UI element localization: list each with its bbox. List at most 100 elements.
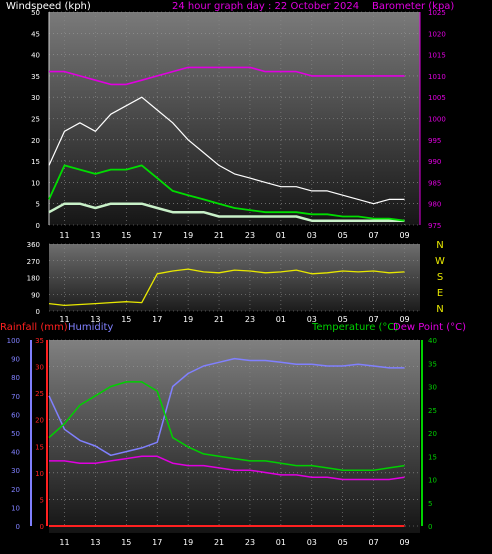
x-tick-label: 11 — [59, 538, 69, 547]
x-tick-label: 01 — [276, 315, 286, 324]
rain-y-tick: 0 — [40, 523, 44, 531]
rainfall-label: Rainfall (mm) — [0, 322, 68, 333]
temperature-y-tick: 20 — [428, 430, 437, 438]
direction-y-tick: 0 — [36, 308, 40, 316]
wind-plot-area — [49, 12, 420, 225]
direction-y-tick: 180 — [27, 275, 40, 283]
temperature-y-tick: 0 — [428, 523, 432, 531]
x-tick-label: 05 — [338, 231, 348, 240]
x-tick-label: 19 — [183, 315, 193, 324]
chart-title: 24 hour graph day : 22 October 2024 — [172, 1, 359, 12]
grid-lines — [49, 11, 420, 527]
barometer-y-tick: 1020 — [428, 30, 446, 38]
wind-y-tick: 0 — [36, 222, 40, 230]
temperature-y-tick: 10 — [428, 477, 437, 485]
temperature-label: Temperature (°C) — [311, 322, 398, 333]
x-tick-label: 01 — [276, 538, 286, 547]
compass-letter: E — [437, 288, 443, 299]
rain-y-tick: 25 — [35, 390, 44, 398]
barometer-y-tick: 1005 — [428, 94, 446, 102]
humidity-y-tick: 100 — [7, 337, 20, 345]
x-tick-label: 17 — [152, 231, 162, 240]
barometer-y-tick: 975 — [428, 222, 441, 230]
temperature-y-tick: 40 — [428, 337, 437, 345]
wind-y-tick: 40 — [31, 52, 40, 60]
humidity-y-tick: 90 — [11, 356, 20, 364]
x-tick-label: 01 — [276, 231, 286, 240]
x-tick-label: 03 — [307, 231, 317, 240]
x-tick-label: 05 — [338, 538, 348, 547]
x-tick-label: 23 — [245, 538, 255, 547]
temperature-y-tick: 15 — [428, 453, 437, 461]
x-tick-label: 15 — [121, 538, 131, 547]
humidity-y-tick: 40 — [11, 449, 20, 457]
x-tick-label: 13 — [90, 315, 100, 324]
x-tick-label: 23 — [245, 231, 255, 240]
gust-line — [48, 96, 405, 205]
humidity-y-tick: 60 — [11, 411, 20, 419]
barometer-y-tick: 1015 — [428, 52, 446, 60]
barometer-label: Barometer (kpa) — [372, 1, 454, 12]
series — [48, 66, 405, 527]
x-tick-label: 09 — [399, 231, 409, 240]
rain-y-tick: 10 — [35, 470, 44, 478]
x-tick-label: 07 — [369, 315, 379, 324]
wind-y-tick: 5 — [36, 201, 40, 209]
humidity-y-tick: 70 — [11, 393, 20, 401]
barometer-y-tick: 995 — [428, 137, 441, 145]
humidity-y-tick: 50 — [11, 430, 20, 438]
windspeed-label: Windspeed (kph) — [6, 1, 91, 12]
x-tick-label: 15 — [121, 315, 131, 324]
humidity-y-tick: 80 — [11, 374, 20, 382]
x-tick-label: 07 — [369, 231, 379, 240]
compass-letter: S — [437, 272, 443, 283]
x-tick-label: 13 — [90, 538, 100, 547]
humidity-y-tick: 30 — [11, 467, 20, 475]
rain-y-tick: 20 — [35, 417, 44, 425]
x-tick-label: 17 — [152, 315, 162, 324]
x-tick-label: 09 — [399, 315, 409, 324]
temperature-y-tick: 5 — [428, 500, 432, 508]
average-line — [48, 164, 405, 222]
direction-plot-area — [49, 244, 420, 311]
temperature-y-tick: 25 — [428, 407, 437, 415]
axes: 0510152025303540455097598098599099510001… — [7, 9, 446, 547]
dewpoint-label: Dew Point (°C) — [393, 322, 466, 333]
barometer-y-tick: 1010 — [428, 73, 446, 81]
direction-y-tick: 270 — [27, 258, 40, 266]
rain-y-tick: 30 — [35, 364, 44, 372]
wind-y-tick: 45 — [31, 30, 40, 38]
x-tick-label: 21 — [214, 538, 224, 547]
x-tick-label: 23 — [245, 315, 255, 324]
rain-y-tick: 5 — [40, 496, 44, 504]
x-tick-label: 07 — [369, 538, 379, 547]
compass-letter: N — [436, 240, 443, 251]
temperature-y-tick: 35 — [428, 360, 437, 368]
x-tick-label: 13 — [90, 231, 100, 240]
barometer-y-tick: 985 — [428, 179, 441, 187]
x-tick-label: 11 — [59, 315, 69, 324]
wind-y-tick: 30 — [31, 94, 40, 102]
x-tick-label: 03 — [307, 315, 317, 324]
compass-letter: W — [435, 256, 445, 267]
x-tick-label: 17 — [152, 538, 162, 547]
x-tick-label: 21 — [214, 315, 224, 324]
temperature-plot-area — [49, 340, 420, 533]
x-tick-label: 05 — [338, 315, 348, 324]
barometer-line — [49, 66, 405, 86]
temperature-line — [48, 381, 405, 471]
compass-letter: N — [436, 304, 443, 315]
x-tick-label: 19 — [183, 538, 193, 547]
x-tick-label: 19 — [183, 231, 193, 240]
humidity-y-tick: 10 — [11, 504, 20, 512]
rain-y-tick: 15 — [35, 443, 44, 451]
x-tick-label: 11 — [59, 231, 69, 240]
wind-y-tick: 15 — [31, 158, 40, 166]
wind-y-tick: 25 — [31, 116, 40, 124]
speed-line — [48, 202, 405, 222]
humidity-label: Humidity — [68, 322, 113, 333]
wind-y-tick: 20 — [31, 137, 40, 145]
barometer-y-tick: 1000 — [428, 116, 446, 124]
wind-y-tick: 50 — [31, 9, 40, 17]
